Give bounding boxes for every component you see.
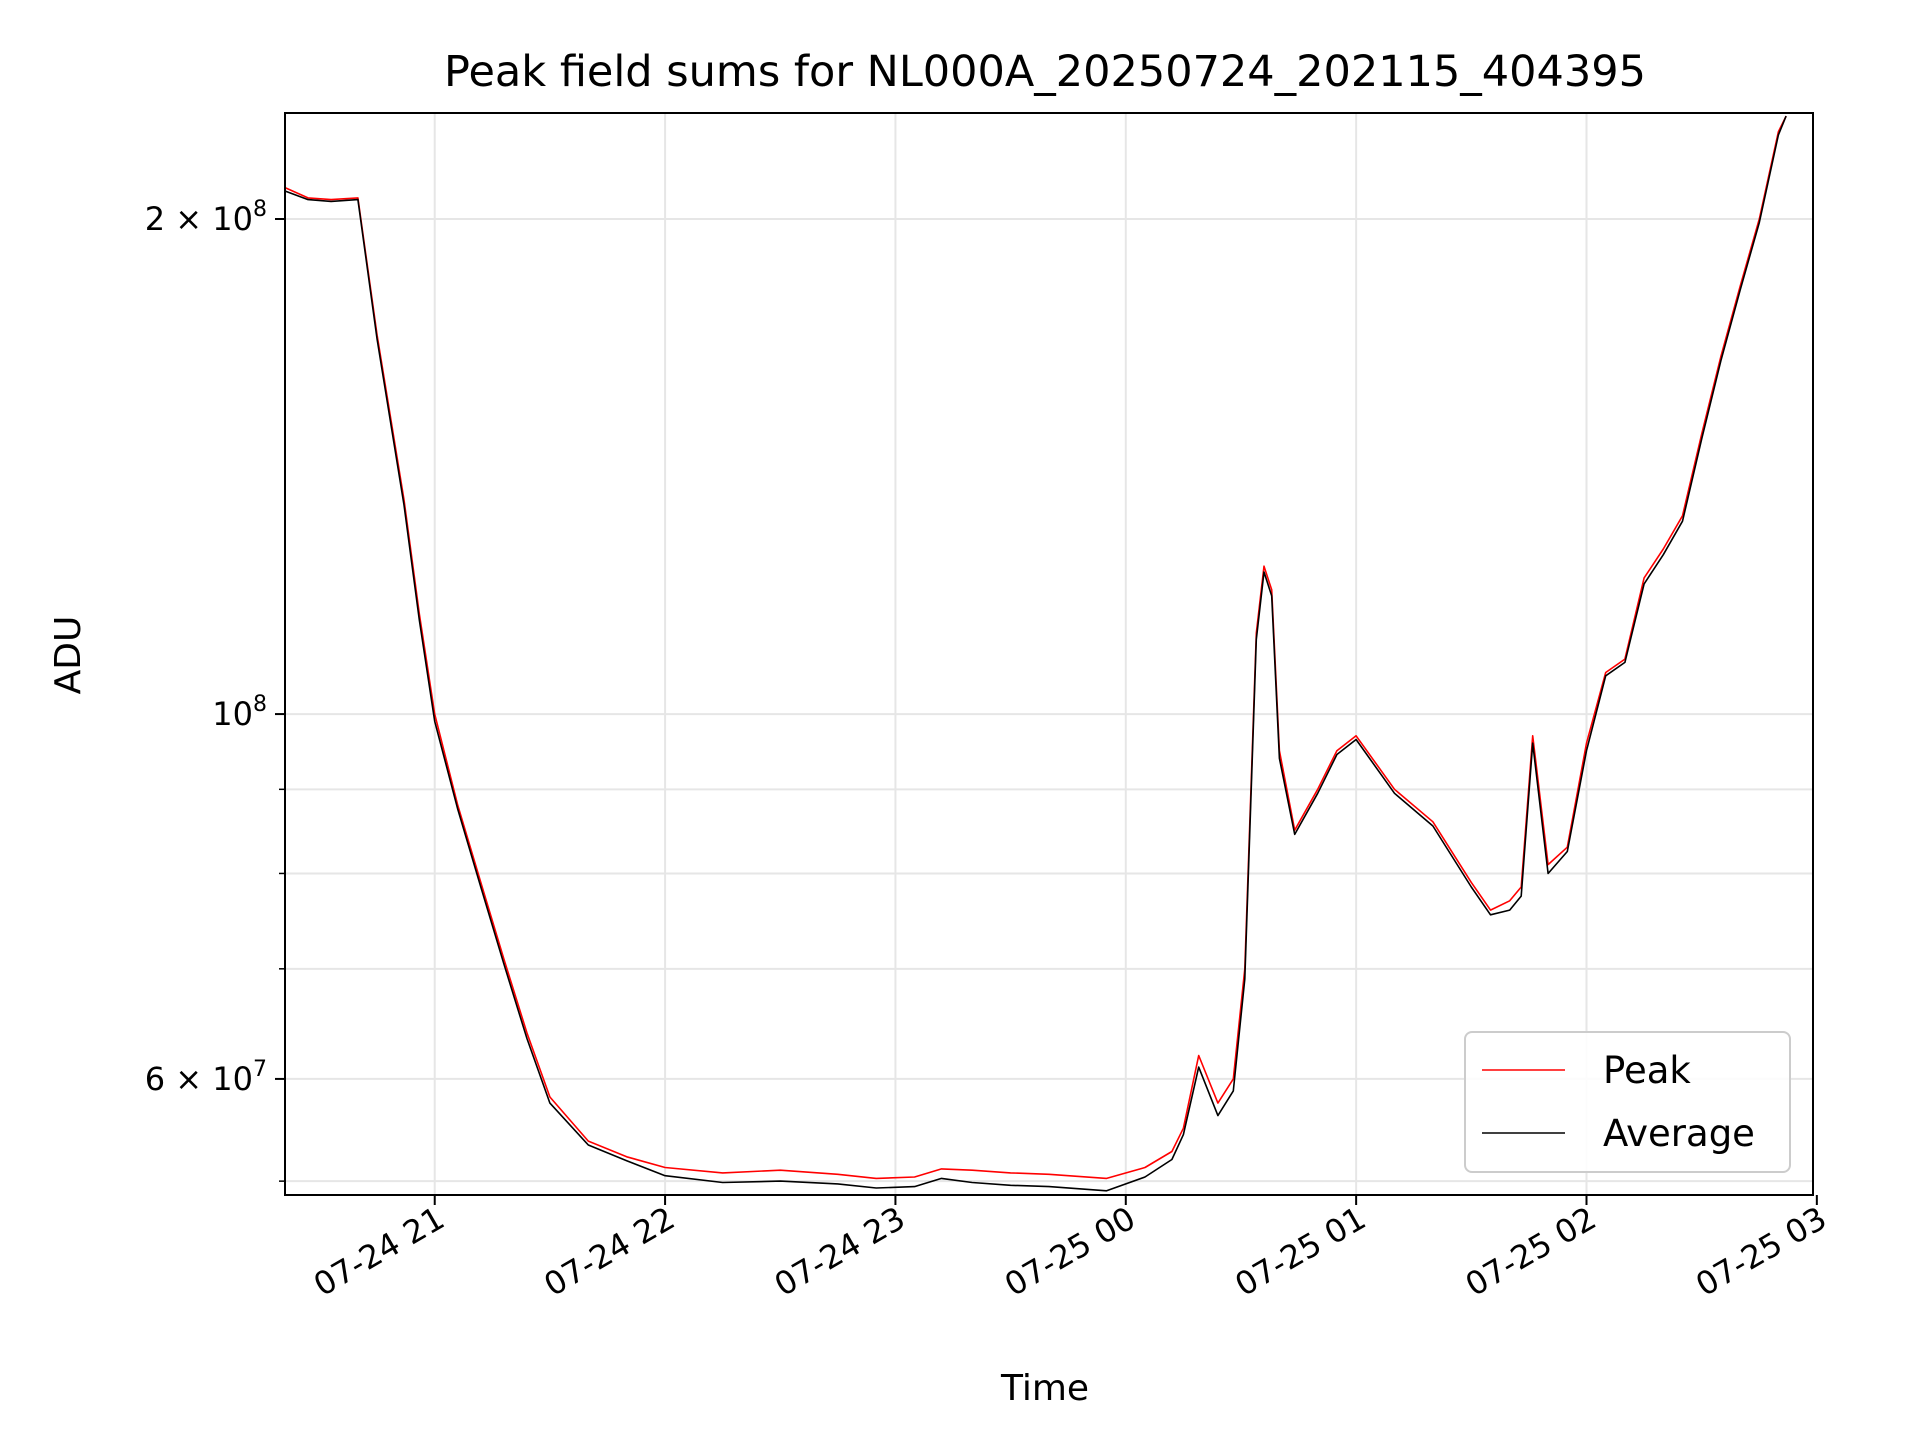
y-tick-label-exponent: 7 xyxy=(253,1057,267,1082)
series-lines xyxy=(285,115,1787,1192)
y-tick-label-base: 2 × 10 xyxy=(145,200,253,238)
series-line-peak xyxy=(285,115,1787,1180)
plot-area-frame xyxy=(284,112,1814,1196)
y-tick-label: 2 × 108 xyxy=(145,197,267,238)
y-tick-label-exponent: 8 xyxy=(253,692,267,717)
legend-box xyxy=(1464,1031,1791,1173)
legend-average-label: Average xyxy=(1603,1112,1755,1155)
y-tick-label: 6 × 107 xyxy=(145,1057,267,1098)
legend: Peak Average xyxy=(1464,1031,1791,1173)
y-tick-label-base: 10 xyxy=(212,695,253,733)
series-line-average xyxy=(285,115,1787,1192)
y-tick-label-exponent: 8 xyxy=(253,197,267,222)
chart-title: Peak field sums for NL000A_20250724_2021… xyxy=(444,47,1646,97)
axis-ticks xyxy=(275,218,1818,1205)
legend-peak-label: Peak xyxy=(1603,1049,1691,1092)
y-axis-label: ADU xyxy=(48,616,89,695)
y-tick-label: 108 xyxy=(212,692,267,733)
grid-lines xyxy=(285,113,1813,1195)
x-axis-label: Time xyxy=(1000,1368,1089,1409)
y-tick-label-base: 6 × 10 xyxy=(145,1060,253,1098)
